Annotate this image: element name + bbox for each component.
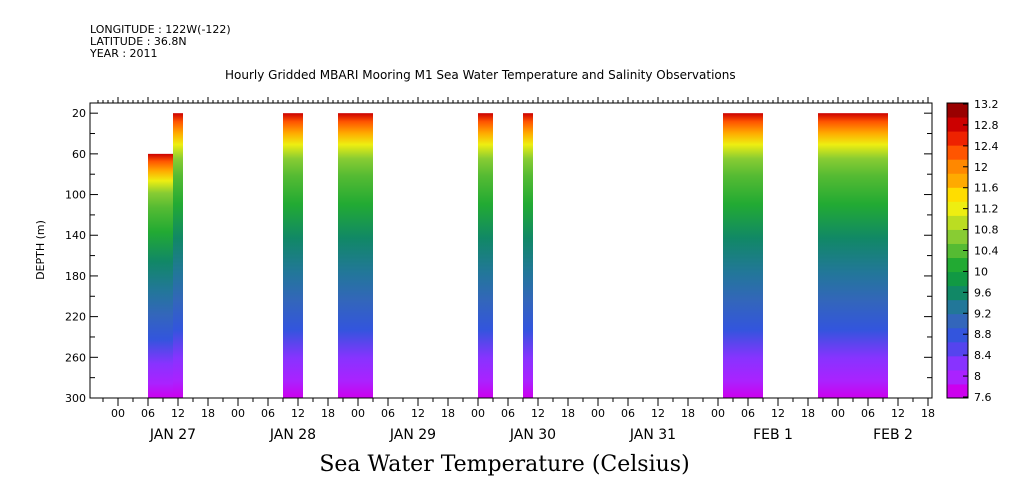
colorbar-swatch — [947, 131, 968, 146]
y-tick-label: 260 — [65, 351, 86, 364]
colorbar-swatch — [947, 243, 968, 259]
x-day-label: JAN 28 — [269, 427, 316, 443]
x-day-label: FEB 1 — [753, 427, 793, 443]
x-hour-label: 06 — [261, 407, 275, 420]
x-hour-label: 00 — [831, 407, 845, 420]
data-segment-7 — [723, 113, 763, 398]
colorbar-swatch — [947, 299, 968, 315]
colorbar-label: 12.8 — [974, 119, 999, 132]
colorbar-swatch — [947, 103, 968, 118]
y-tick-label: 180 — [65, 270, 86, 283]
x-hour-label: 12 — [411, 407, 425, 420]
colorbar-label: 7.6 — [974, 391, 992, 404]
colorbar-label: 12.4 — [974, 140, 999, 153]
data-segment-5 — [478, 113, 493, 398]
longitude-label: LONGITUDE : 122W(-122) — [90, 23, 231, 36]
x-hour-label: 12 — [771, 407, 785, 420]
latitude-label: LATITUDE : 36.8N — [90, 35, 187, 48]
x-hour-label: 06 — [861, 407, 875, 420]
data-segment-3 — [283, 113, 303, 398]
colorbar-swatch — [947, 117, 968, 132]
colorbar-swatch — [947, 257, 968, 273]
colorbar-swatch — [947, 369, 968, 385]
colorbar-label: 10 — [974, 265, 988, 278]
x-hour-label: 18 — [441, 407, 455, 420]
y-tick-label: 100 — [65, 189, 86, 202]
x-hour-label: 06 — [741, 407, 755, 420]
y-tick-label: 220 — [65, 311, 86, 324]
x-hour-label: 00 — [591, 407, 605, 420]
colorbar-swatch — [947, 271, 968, 287]
x-day-label: FEB 2 — [873, 427, 913, 443]
colorbar-swatch — [947, 327, 968, 343]
colorbar-swatch — [947, 215, 968, 230]
colorbar-swatch — [947, 201, 968, 216]
chart-title: Hourly Gridded MBARI Mooring M1 Sea Wate… — [225, 68, 736, 82]
x-hour-label: 12 — [891, 407, 905, 420]
colorbar-swatch — [947, 355, 968, 371]
colorbar-swatch — [947, 229, 968, 244]
data-segment-6 — [523, 113, 533, 398]
metadata-block: LONGITUDE : 122W(-122) LATITUDE : 36.8N … — [90, 24, 231, 60]
x-hour-label: 00 — [711, 407, 725, 420]
x-hour-label: 18 — [201, 407, 215, 420]
x-hour-label: 18 — [321, 407, 335, 420]
data-segment-4 — [338, 113, 373, 398]
chart-caption: Sea Water Temperature (Celsius) — [319, 452, 690, 477]
x-hour-label: 12 — [291, 407, 305, 420]
colorbar-label: 8.8 — [974, 328, 992, 341]
colorbar-label: 9.6 — [974, 286, 992, 299]
colorbar-label: 12 — [974, 161, 988, 174]
colorbar-swatch — [947, 285, 968, 301]
y-tick-label: 300 — [65, 392, 86, 405]
x-hour-label: 06 — [621, 407, 635, 420]
colorbar-label: 11.6 — [974, 182, 999, 195]
x-hour-label: 18 — [561, 407, 575, 420]
colorbar-label: 8 — [974, 370, 981, 383]
colorbar-swatch — [947, 313, 968, 329]
x-day-label: JAN 27 — [149, 427, 196, 443]
data-segment-8 — [818, 113, 888, 398]
colorbar-swatch — [947, 187, 968, 202]
colorbar-label: 10.8 — [974, 224, 999, 237]
data-segment-2 — [173, 113, 183, 398]
colorbar-swatch — [947, 383, 968, 399]
x-hour-label: 12 — [531, 407, 545, 420]
x-hour-label: 00 — [231, 407, 245, 420]
y-tick-label: 60 — [72, 148, 86, 161]
x-hour-label: 00 — [111, 407, 125, 420]
colorbar-label: 10.4 — [974, 245, 999, 258]
y-axis-label: DEPTH (m) — [34, 220, 47, 280]
x-hour-label: 12 — [171, 407, 185, 420]
colorbar-label: 8.4 — [974, 349, 992, 362]
colorbar-swatch — [947, 145, 968, 160]
data-segment-1 — [148, 153, 173, 398]
colorbar-label: 11.2 — [974, 203, 999, 216]
colorbar-label: 13.2 — [974, 98, 999, 111]
x-hour-label: 18 — [681, 407, 695, 420]
x-day-label: JAN 29 — [389, 427, 436, 443]
colorbar-swatch — [947, 173, 968, 188]
x-hour-label: 00 — [351, 407, 365, 420]
y-tick-label: 140 — [65, 229, 86, 242]
x-hour-label: 06 — [501, 407, 515, 420]
y-tick-label: 20 — [72, 107, 86, 120]
colorbar-swatch — [947, 159, 968, 174]
x-day-label: JAN 30 — [509, 427, 556, 443]
x-hour-label: 18 — [921, 407, 935, 420]
x-hour-label: 18 — [801, 407, 815, 420]
plot-frame — [89, 102, 933, 399]
x-hour-label: 00 — [471, 407, 485, 420]
x-hour-label: 06 — [381, 407, 395, 420]
colorbar-swatch — [947, 341, 968, 357]
x-day-label: JAN 31 — [629, 427, 676, 443]
year-label: YEAR : 2011 — [90, 47, 158, 60]
colorbar-label: 9.2 — [974, 307, 992, 320]
x-hour-label: 06 — [141, 407, 155, 420]
x-hour-label: 12 — [651, 407, 665, 420]
